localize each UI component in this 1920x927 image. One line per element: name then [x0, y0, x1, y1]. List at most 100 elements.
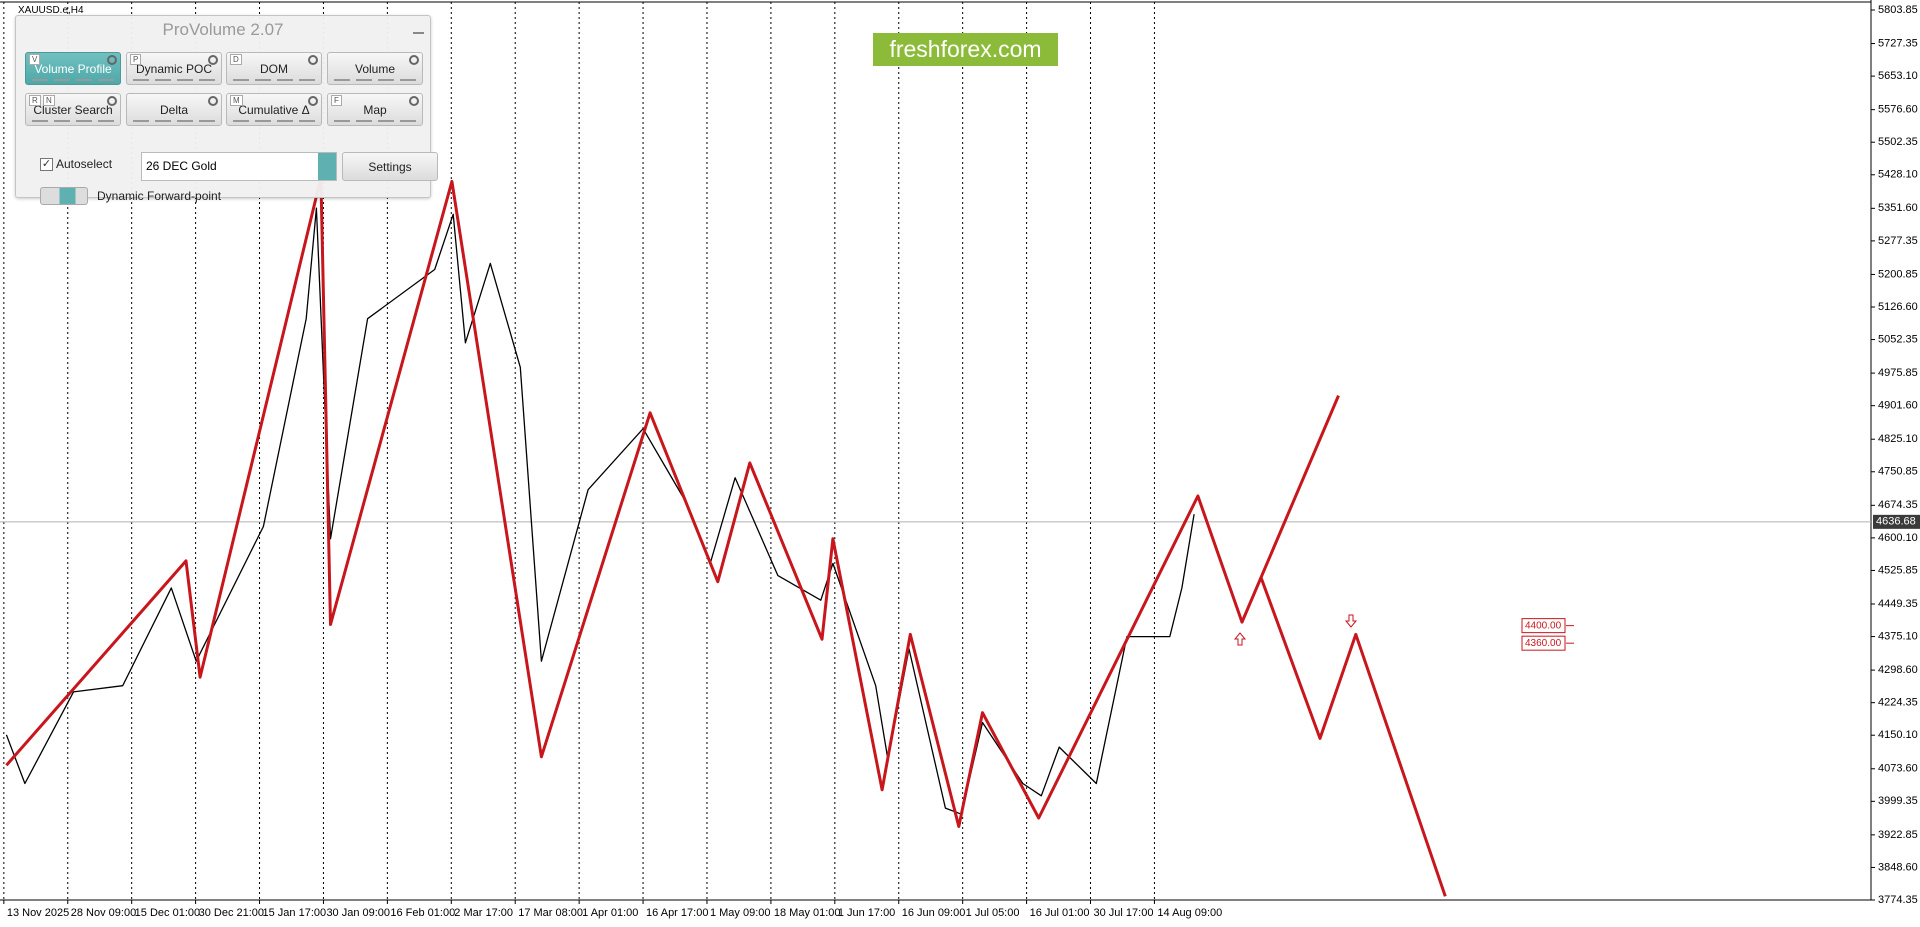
settings-button[interactable]: Settings — [342, 152, 438, 181]
indicator — [299, 120, 315, 122]
x-tick-label: 16 Jun 09:00 — [902, 907, 966, 919]
checkbox-label: Autoselect — [56, 157, 113, 171]
gear-icon[interactable] — [409, 96, 419, 106]
x-tick-label: 2 Mar 17:00 — [454, 907, 513, 919]
sell-arrow — [1344, 614, 1358, 628]
y-tick-label: 5502.35 — [1878, 136, 1918, 148]
gear-icon[interactable] — [107, 96, 117, 106]
y-tick-label: 4298.60 — [1878, 664, 1918, 676]
indicator — [299, 79, 315, 81]
button-label: Volume Profile — [34, 62, 112, 76]
hotkey: P — [130, 54, 142, 65]
y-tick-label: 4224.35 — [1878, 697, 1918, 709]
gear-icon[interactable] — [308, 55, 318, 65]
button-label: Cumulative Δ — [238, 103, 310, 117]
gear-icon[interactable] — [107, 55, 117, 65]
x-tick-label: 30 Jul 17:00 — [1094, 907, 1154, 919]
y-tick-label: 4825.10 — [1878, 433, 1918, 445]
symbol: XAUUSD.e,H4 — [18, 5, 84, 16]
indicator — [199, 120, 215, 122]
indicator — [199, 79, 215, 81]
indicator — [378, 120, 394, 122]
indicator — [155, 120, 171, 122]
instrument-select[interactable]: 26 DEC Gold — [141, 152, 337, 181]
x-tick-label: 1 Jul 05:00 — [966, 907, 1020, 919]
indicator — [356, 120, 372, 122]
toggle[interactable] — [40, 187, 88, 205]
provolume-panel: ProVolume 2.07 ✓ Autoselect 26 DEC Gold … — [15, 15, 438, 205]
indicator — [133, 79, 149, 81]
panel-button[interactable]: Volume Profile V — [25, 52, 121, 85]
toggle-label: Dynamic Forward-point — [97, 189, 222, 203]
indicator — [98, 79, 114, 81]
indicator — [76, 120, 92, 122]
buy-arrow — [1233, 632, 1247, 646]
gear-icon[interactable] — [208, 55, 218, 65]
level-label: 4360.00 — [1525, 638, 1562, 649]
y-tick-label: 5428.10 — [1878, 169, 1918, 181]
indicator — [76, 79, 92, 81]
level-label: 4400.00 — [1525, 620, 1562, 631]
x-tick-label: 30 Dec 21:00 — [199, 907, 264, 919]
hotkey: D — [230, 54, 242, 65]
indicator — [356, 79, 372, 81]
gear-icon[interactable] — [409, 55, 419, 65]
y-tick-label: 5200.85 — [1878, 268, 1918, 280]
x-tick-label: 16 Jul 01:00 — [1030, 907, 1090, 919]
indicator — [277, 79, 293, 81]
level-box — [1521, 618, 1566, 634]
panel-button[interactable]: Cluster Search R N — [25, 93, 121, 126]
y-tick-label: 5653.10 — [1878, 70, 1918, 82]
gear-icon[interactable] — [208, 96, 218, 106]
panel-button[interactable]: Map F — [327, 93, 423, 126]
indicator — [98, 120, 114, 122]
checkbox[interactable]: ✓ — [40, 158, 53, 171]
indicator — [400, 79, 416, 81]
button-label: Volume — [354, 62, 396, 76]
hotkey: N — [43, 95, 55, 106]
indicator — [378, 79, 394, 81]
button-label: Delta — [159, 103, 188, 117]
button-label: Map — [363, 103, 387, 117]
x-tick-label: 14 Aug 09:00 — [1157, 907, 1222, 919]
y-tick-label: 4073.60 — [1878, 763, 1918, 775]
instrument: 26 DEC Gold — [146, 159, 217, 173]
indicator — [233, 79, 249, 81]
y-tick-label: 5052.35 — [1878, 333, 1918, 345]
y-tick-label: 4449.35 — [1878, 598, 1918, 610]
y-tick-label: 3999.35 — [1878, 795, 1918, 807]
button-label: Dynamic POC — [135, 62, 212, 76]
hotkey: R — [29, 95, 41, 106]
x-tick-label: 1 Apr 01:00 — [582, 907, 638, 919]
series-line — [5, 207, 1195, 815]
indicator — [32, 120, 48, 122]
y-tick-label: 3922.85 — [1878, 829, 1918, 841]
minimize[interactable] — [413, 32, 424, 34]
y-tick-label: 3848.60 — [1878, 861, 1918, 873]
x-tick-label: 30 Jan 09:00 — [326, 907, 390, 919]
gear-icon[interactable] — [308, 96, 318, 106]
indicator — [133, 120, 149, 122]
y-tick-label: 5576.60 — [1878, 104, 1918, 116]
y-tick-label: 4525.85 — [1878, 564, 1918, 576]
current-price-box — [1873, 514, 1920, 529]
level-box — [1521, 635, 1566, 651]
panel-button[interactable]: Dynamic POC P — [126, 52, 222, 85]
panel-button[interactable]: Delta — [126, 93, 222, 126]
indicator — [255, 120, 271, 122]
hotkey: V — [29, 54, 41, 65]
indicator — [277, 120, 293, 122]
current-price-label: 4636.68 — [1876, 516, 1916, 528]
indicator — [155, 79, 171, 81]
spinner[interactable] — [318, 153, 336, 180]
panel-button[interactable]: Volume — [327, 52, 423, 85]
indicator — [177, 79, 193, 81]
y-tick-label: 5126.60 — [1878, 301, 1918, 313]
x-tick-label: 17 Mar 08:00 — [518, 907, 583, 919]
button-label: DOM — [260, 62, 288, 76]
panel-button[interactable]: DOM D — [226, 52, 322, 85]
indicator — [334, 120, 350, 122]
y-tick-label: 4375.10 — [1878, 630, 1918, 642]
